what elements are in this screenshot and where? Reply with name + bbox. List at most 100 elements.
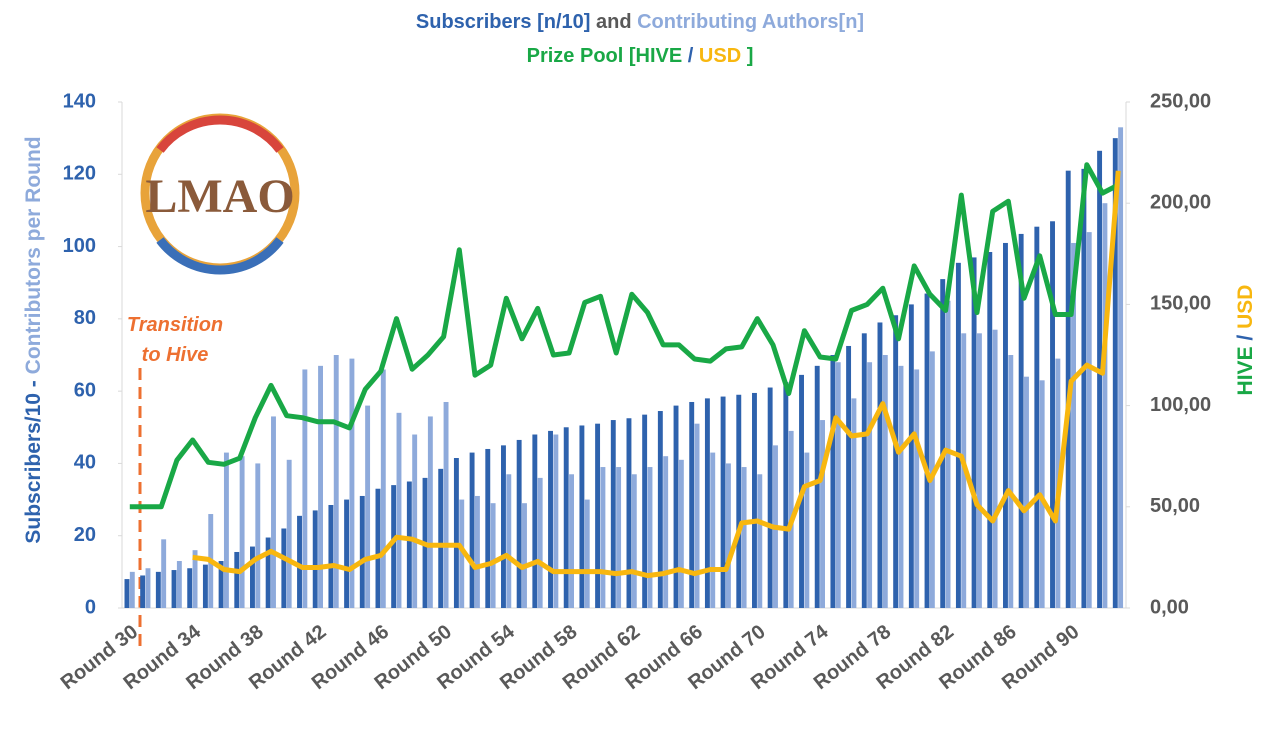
bar [976,333,982,608]
bar [1050,221,1055,608]
bar [725,463,731,608]
bar [239,456,245,608]
bar [202,564,208,608]
bar [318,365,324,608]
bar [563,427,569,608]
y-axis-label: Subscribers/10 - Contributors per Round [22,136,45,543]
bar [140,575,146,608]
bar [1018,233,1024,608]
bar [281,528,287,608]
bar [443,401,449,608]
y2-tick-label: 250,00 [1150,90,1211,112]
bar [459,499,465,608]
bar [1081,168,1087,608]
bar [396,412,402,608]
bar [595,423,601,608]
bar [992,329,998,608]
bar [312,510,318,608]
bar [945,300,951,608]
y2-label-part: USD [1234,285,1257,329]
bar [548,430,553,608]
bar [485,448,491,608]
bar [469,452,475,608]
bar [689,401,695,608]
chart-subtitle: Prize Pool [HIVE / USD ] [527,45,754,67]
bar [893,315,899,608]
bar [1024,376,1029,608]
y-tick-label: 80 [74,307,96,329]
bar [710,452,716,608]
bar [820,420,826,608]
bar [720,396,726,608]
bar [412,434,418,608]
bar [155,571,161,608]
bar [171,570,177,608]
bar [610,420,616,608]
bar [250,546,255,608]
bar [129,571,135,608]
bar [830,355,836,608]
y-label-part: - [22,380,45,387]
subtitle-part: / [688,45,694,67]
y2-tick-label: 100,00 [1150,394,1211,416]
bar [767,387,773,608]
y2-axis-label: HIVE / USD [1234,285,1257,396]
bar [302,369,308,608]
y-tick-label: 140 [63,90,96,112]
annotation: Transition [127,314,223,336]
bar [265,537,271,608]
y2-tick-label: 50,00 [1150,495,1200,517]
bar [375,488,381,608]
bar [506,474,512,608]
y2-tick-label: 200,00 [1150,191,1211,213]
bar [453,458,459,608]
bar [297,515,302,608]
bar [600,467,606,608]
bar [898,365,904,608]
bar [333,355,339,608]
y-tick-label: 120 [63,163,96,185]
bar [955,262,961,608]
bar [161,539,167,608]
bar [579,425,585,608]
bar [647,467,653,608]
bar [187,568,193,608]
bar [328,504,334,608]
y2-tick-label: 150,00 [1150,293,1211,315]
bar [516,439,522,608]
title-part: and [596,11,632,33]
bar [1112,138,1118,608]
bar [359,495,365,608]
y-tick-label: 20 [74,524,96,546]
bar [192,550,198,608]
bar [1086,232,1092,608]
bar [914,369,920,608]
bar [1034,226,1040,608]
bar [924,293,930,608]
bar [642,414,648,608]
bar [1071,242,1077,608]
bar [835,362,841,608]
bar [1008,355,1014,608]
bar [673,405,679,608]
y2-label-part: HIVE [1234,346,1257,395]
bar [882,355,888,608]
bar [861,333,867,608]
bar [537,477,543,608]
bar [406,481,412,608]
bar [908,304,914,608]
bar [522,503,527,608]
bar [501,445,506,608]
bar [877,322,883,608]
bar [234,551,240,608]
bar [783,382,789,608]
y2-label-part: / [1234,335,1257,341]
bar [867,362,873,608]
annotation: to Hive [142,344,209,366]
bar [616,467,622,608]
y-tick-label: 100 [63,235,96,257]
subtitle-part: HIVE [636,45,683,67]
bar [271,416,276,608]
subtitle-part: Prize Pool [ [527,45,636,67]
